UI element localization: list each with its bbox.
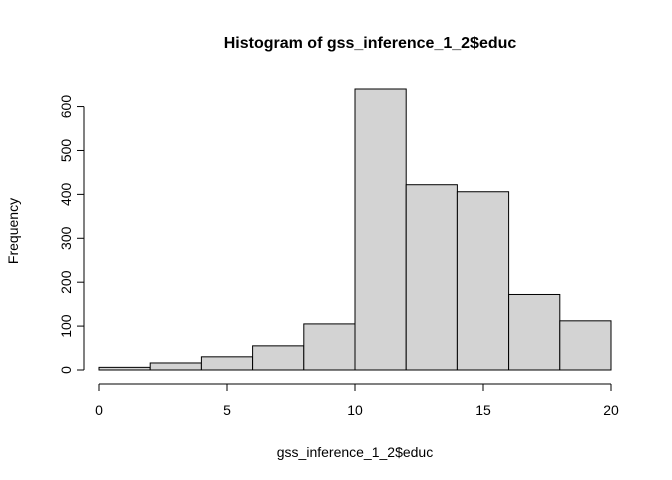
histogram-bar [149,362,202,371]
histogram-bar [303,323,356,371]
x-tick-label: 15 [475,402,491,418]
y-tick-label: 0 [58,366,74,374]
chart-title: Histogram of gss_inference_1_2$educ [224,35,517,52]
x-axis: 0 5 10 15 20 [95,383,619,418]
histogram-bar [98,366,151,371]
x-tick-label: 5 [223,402,231,418]
x-axis-label: gss_inference_1_2$educ [277,444,433,460]
histogram-bar [405,184,458,371]
x-tick-label: 0 [95,402,103,418]
histogram-bar [252,345,305,371]
y-tick-label: 500 [58,139,74,163]
histogram-bar [354,88,407,371]
x-tick-label: 10 [347,402,363,418]
x-tick-label: 20 [603,402,619,418]
y-tick-label: 100 [58,314,74,338]
bars-group [98,88,612,371]
y-tick-label: 400 [58,182,74,206]
histogram-bar [559,320,612,371]
histogram-bar [508,293,561,371]
histogram-bar [200,356,254,371]
y-axis: 0 100 200 300 400 500 600 [58,95,85,374]
y-tick-label: 200 [58,270,74,294]
y-axis-label: Frequency [5,198,21,264]
y-tick-label: 600 [58,95,74,119]
histogram-bar [456,191,510,371]
y-tick-label: 300 [58,226,74,250]
